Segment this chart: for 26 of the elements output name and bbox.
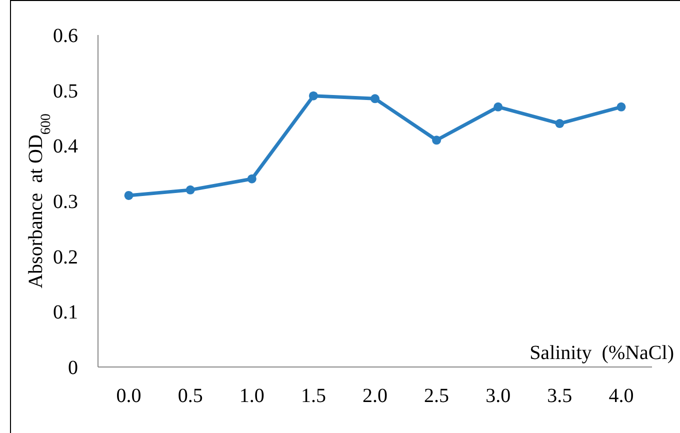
x-tick-label: 2.5: [424, 385, 450, 407]
point: [616, 102, 626, 112]
x-tick-label: 3.0: [486, 385, 511, 407]
point: [186, 185, 195, 194]
x-tick-label: 3.5: [547, 385, 572, 407]
y-tick-label: 0.3: [53, 191, 78, 213]
y-tick-label: 0.2: [53, 246, 78, 268]
x-tick-label: 0.0: [116, 385, 142, 407]
point: [247, 174, 256, 184]
point: [494, 102, 503, 112]
x-tick-label: 4.0: [608, 385, 634, 407]
y-tick-label: 0.4: [53, 136, 78, 158]
x-tick-label: 0.5: [178, 385, 203, 407]
y-tick-label: 0.1: [53, 302, 78, 324]
y-tick-label: 0: [68, 357, 78, 379]
point: [124, 190, 134, 200]
point: [308, 91, 318, 100]
y-tick-label: 0.6: [53, 25, 78, 47]
x-tick-label: 2.0: [362, 385, 388, 407]
y-tick-label: 0.5: [53, 80, 78, 102]
point: [432, 136, 442, 145]
point: [370, 94, 380, 104]
point: [555, 119, 564, 128]
x-axis-title: Salinity (%NaCl): [530, 342, 674, 364]
x-tick-label: 1.0: [239, 385, 264, 407]
x-tick-label: 1.5: [300, 385, 326, 407]
